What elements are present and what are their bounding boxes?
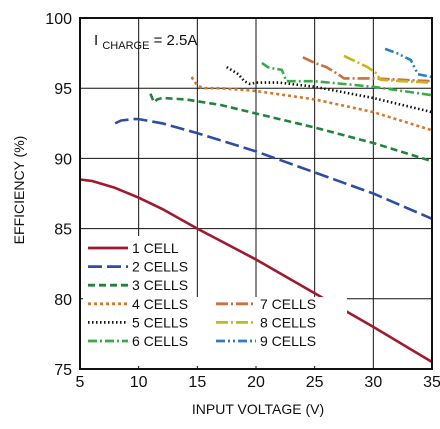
x-tick-label: 25 xyxy=(306,374,324,391)
legend-label-5: 5 CELLS xyxy=(132,314,188,330)
x-tick-label: 35 xyxy=(423,374,440,391)
y-tick-label: 95 xyxy=(54,81,72,98)
legend-background-right xyxy=(187,297,347,366)
legend-label-6: 6 CELLS xyxy=(132,333,188,349)
legend-label-9: 9 CELLS xyxy=(260,333,316,349)
y-tick-label: 80 xyxy=(54,292,72,309)
legend-label-7: 7 CELLS xyxy=(260,296,316,312)
x-tick-label: 5 xyxy=(76,374,85,391)
y-tick-label: 90 xyxy=(54,151,72,168)
series-line-9 xyxy=(384,47,433,79)
y-tick-label: 100 xyxy=(45,11,72,28)
x-axis-label: INPUT VOLTAGE (V) xyxy=(192,401,324,417)
annotation-suffix: = 2.5A xyxy=(154,32,198,49)
series-line-5 xyxy=(226,65,433,114)
x-tick-label: 10 xyxy=(130,374,148,391)
charge-current-annotation: I CHARGE = 2.5A xyxy=(94,32,197,53)
annotation-prefix: I xyxy=(94,32,98,49)
y-tick-label: 85 xyxy=(54,222,72,239)
legend-label-4: 4 CELLS xyxy=(132,296,188,312)
plot-frame xyxy=(79,17,433,370)
y-tick-labels: 100 95 90 85 80 75 xyxy=(45,11,72,379)
series-line-3 xyxy=(149,93,433,163)
y-tick-label: 75 xyxy=(54,362,72,379)
x-tick-label: 15 xyxy=(188,374,206,391)
y-axis-label: EFFICIENCY (%) xyxy=(11,136,27,245)
series-line-6 xyxy=(261,61,433,97)
series-line-7 xyxy=(302,56,433,83)
x-tick-label: 30 xyxy=(364,374,382,391)
legend-label-3: 3 CELLS xyxy=(132,277,188,293)
legend: 1 CELL 2 CELLS 3 CELLS 4 CELLS 5 CELLS 6 CELL… xyxy=(83,236,347,366)
legend-label-8: 8 CELLS xyxy=(260,314,316,330)
legend-background xyxy=(83,236,187,366)
x-tick-label: 20 xyxy=(247,374,265,391)
legend-label-2: 2 CELLS xyxy=(132,259,188,275)
annotation-subscript: CHARGE xyxy=(102,40,149,52)
series-line-8 xyxy=(343,54,433,84)
legend-label-1: 1 CELL xyxy=(132,240,179,256)
x-tick-labels: 5 10 15 20 25 30 35 xyxy=(76,374,440,391)
series-line-2 xyxy=(114,117,433,220)
